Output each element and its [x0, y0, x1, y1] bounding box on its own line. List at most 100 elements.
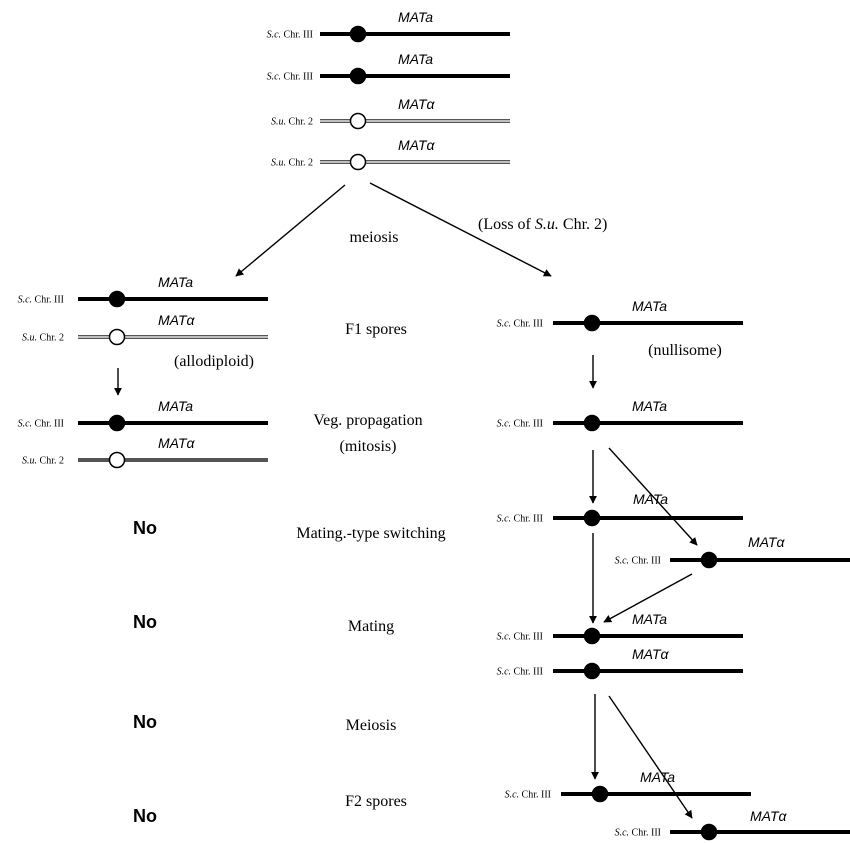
- chromosome-label: S.c. Chr. III: [497, 632, 543, 643]
- species-abbrev: S.c.: [497, 632, 511, 643]
- species-abbrev: S.c.: [615, 828, 629, 839]
- filled-centromere-icon: [583, 314, 601, 332]
- arrow-switch-alpha-to-mated: [603, 573, 693, 623]
- species-abbrev: S.c.: [497, 667, 511, 678]
- species-abbrev: S.u.: [271, 158, 286, 169]
- mat-locus-label: MATα: [158, 312, 196, 328]
- chromosome-parental-2: S.u. Chr. 2 MATα: [271, 96, 510, 130]
- chromosome-name: Chr. III: [511, 632, 543, 643]
- chromosome-label: S.c. Chr. III: [497, 514, 543, 525]
- chromosome-name: Chr. 2: [286, 117, 313, 128]
- loss-text-2: S.u.: [535, 216, 559, 233]
- filled-centromere-icon: [349, 67, 367, 85]
- open-centromere-icon: [349, 112, 367, 130]
- loss-of-su-chr2-label: (Loss of S.u. Chr. 2): [478, 216, 607, 233]
- loss-text-1: (Loss of: [478, 216, 535, 233]
- chromosome-name: Chr. III: [519, 790, 551, 801]
- no-f2-label: No: [133, 806, 157, 826]
- mating-label: Mating: [348, 618, 394, 635]
- species-abbrev: S.c.: [18, 419, 32, 430]
- open-centromere-icon: [108, 451, 126, 469]
- no-switching-label: No: [133, 518, 157, 538]
- species-abbrev: S.c.: [497, 319, 511, 330]
- allodiploid-label: (allodiploid): [174, 353, 254, 370]
- chromosome-right-f2-0: S.c. Chr. III MATa: [505, 769, 751, 803]
- filled-centromere-icon: [583, 509, 601, 527]
- chromosome-label: S.u. Chr. 2: [22, 333, 64, 344]
- arrow-to-allodiploid: [235, 184, 346, 277]
- chromosome-label: S.u. Chr. 2: [271, 158, 313, 169]
- chromosome-label: S.c. Chr. III: [615, 556, 661, 567]
- meiosis-label: Meiosis: [346, 717, 397, 734]
- species-abbrev: S.c.: [267, 72, 281, 83]
- chromosome-name: Chr. 2: [286, 158, 313, 169]
- meiosis-top-label: meiosis: [350, 229, 399, 246]
- chromosome-name: Chr. 2: [37, 456, 64, 467]
- mat-locus-label: MATa: [640, 769, 675, 785]
- chromosome-label: S.c. Chr. III: [18, 295, 64, 306]
- mat-locus-label: MATa: [158, 274, 193, 290]
- veg-propagation-label: Veg. propagation: [313, 412, 422, 429]
- chromosome-name: Chr. III: [511, 667, 543, 678]
- filled-centromere-icon: [583, 662, 601, 680]
- mat-locus-label: MATa: [632, 298, 667, 314]
- chromosome-name: Chr. III: [32, 419, 64, 430]
- species-abbrev: S.u.: [271, 117, 286, 128]
- species-abbrev: S.c.: [615, 556, 629, 567]
- chromosome-name: Chr. III: [32, 295, 64, 306]
- chromosome-right-f2-1: S.c. Chr. III MATα: [615, 808, 850, 841]
- chromosome-right-mated-1: S.c. Chr. III MATα: [497, 646, 743, 680]
- open-centromere-icon: [349, 153, 367, 171]
- chromosome-label: S.u. Chr. 2: [22, 456, 64, 467]
- chromosome-parental-0: S.c. Chr. III MATa: [267, 9, 510, 43]
- arrow-mated-to-f2-alpha: [608, 695, 693, 819]
- f2-spores-label: F2 spores: [345, 793, 407, 810]
- mat-locus-label: MATa: [398, 9, 433, 25]
- loss-text-3: Chr. 2): [559, 216, 607, 233]
- chromosome-right-mated-0: S.c. Chr. III MATa: [497, 611, 743, 645]
- chromosome-right-veg-0: S.c. Chr. III MATa: [497, 398, 743, 432]
- filled-centromere-icon: [700, 823, 718, 841]
- chromosome-parental-1: S.c. Chr. III MATa: [267, 51, 510, 85]
- filled-centromere-icon: [583, 627, 601, 645]
- no-mating-label: No: [133, 612, 157, 632]
- chromosome-left-f1-0: S.c. Chr. III MATa: [18, 274, 268, 308]
- mitosis-label: (mitosis): [340, 438, 397, 455]
- species-abbrev: S.c.: [497, 419, 511, 430]
- chromosome-name: Chr. 2: [37, 333, 64, 344]
- mat-locus-label: MATa: [632, 398, 667, 414]
- species-abbrev: S.u.: [22, 333, 37, 344]
- species-abbrev: S.c.: [497, 514, 511, 525]
- mat-locus-label: MATα: [750, 808, 788, 824]
- species-abbrev: S.u.: [22, 456, 37, 467]
- filled-centromere-icon: [591, 785, 609, 803]
- chromosome-parental-3: S.u. Chr. 2 MATα: [271, 137, 510, 171]
- chromosome-label: S.c. Chr. III: [497, 319, 543, 330]
- species-abbrev: S.c.: [18, 295, 32, 306]
- filled-centromere-icon: [349, 25, 367, 43]
- chromosome-name: Chr. III: [281, 72, 313, 83]
- filled-centromere-icon: [108, 290, 126, 308]
- chromosome-label: S.c. Chr. III: [18, 419, 64, 430]
- mat-locus-label: MATα: [158, 435, 196, 451]
- chromosome-label: S.c. Chr. III: [267, 30, 313, 41]
- chromosome-name: Chr. III: [511, 319, 543, 330]
- species-abbrev: S.c.: [267, 30, 281, 41]
- mat-locus-label: MATa: [398, 51, 433, 67]
- chromosome-left-veg-0: S.c. Chr. III MATa: [18, 398, 268, 432]
- chromosome-right-f1-0: S.c. Chr. III MATa: [497, 298, 743, 332]
- mat-locus-label: MATα: [632, 646, 670, 662]
- chromosome-label: S.u. Chr. 2: [271, 117, 313, 128]
- mat-locus-label: MATα: [748, 534, 786, 550]
- chromosome-label: S.c. Chr. III: [497, 667, 543, 678]
- filled-centromere-icon: [108, 414, 126, 432]
- chromosome-left-f1-1: S.u. Chr. 2 MATα: [22, 312, 268, 346]
- chromosome-name: Chr. III: [511, 514, 543, 525]
- arrow-to-nullisome: [369, 182, 552, 277]
- mat-locus-label: MATa: [158, 398, 193, 414]
- chromosome-label: S.c. Chr. III: [497, 419, 543, 430]
- mat-locus-label: MATα: [398, 137, 436, 153]
- chromosome-label: S.c. Chr. III: [505, 790, 551, 801]
